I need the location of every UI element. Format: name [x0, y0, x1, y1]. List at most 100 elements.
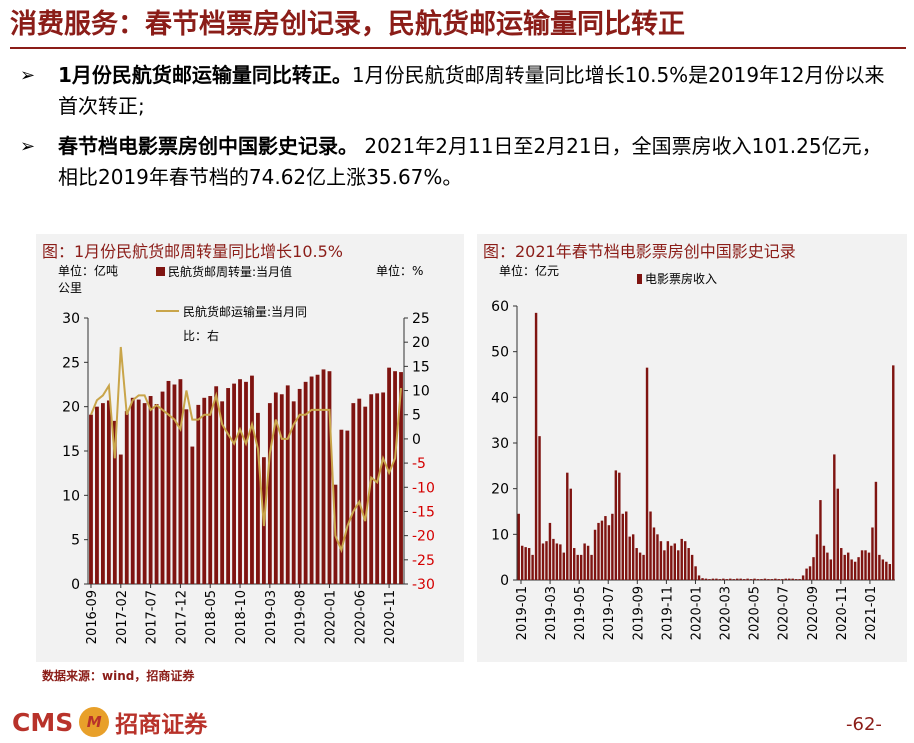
boxoffice-bar: [746, 578, 749, 580]
cargo-bar: [238, 379, 242, 584]
boxoffice-bar: [788, 578, 791, 580]
boxoffice-bar: [517, 513, 520, 580]
boxoffice-bar: [607, 525, 611, 580]
boxoffice-bar: [659, 541, 663, 580]
right-y-tick-label: -15: [412, 504, 435, 520]
boxoffice-bar: [885, 561, 888, 580]
x-tick-label: 2017-02: [115, 590, 130, 644]
right-y-tick-label: -30: [412, 577, 435, 593]
boxoffice-bar: [715, 578, 718, 580]
boxoffice-bar: [527, 548, 531, 580]
boxoffice-bar: [871, 527, 874, 580]
bullet-arrow-icon: ➢: [20, 65, 36, 86]
boxoffice-bar: [767, 579, 770, 580]
boxoffice-bar: [777, 579, 781, 580]
boxoffice-bar: [687, 548, 690, 580]
boxoffice-bar: [666, 541, 670, 580]
boxoffice-bar: [798, 579, 801, 580]
boxoffice-bar: [576, 554, 579, 580]
right-y-tick-label: -10: [412, 480, 435, 496]
cargo-bar: [303, 381, 308, 584]
cargo-bar: [250, 375, 254, 584]
boxoffice-bar: [732, 579, 735, 580]
right-y-tick-label: 10: [412, 384, 430, 400]
cargo-bar: [369, 394, 374, 584]
boxoffice-bar: [652, 527, 656, 580]
x-tick-label: 2017-07: [145, 590, 160, 644]
cargo-bar: [136, 399, 141, 584]
boxoffice-bar: [635, 548, 638, 580]
boxoffice-bar: [763, 578, 767, 580]
cargo-bar: [256, 412, 260, 584]
cargo-bar: [387, 367, 392, 584]
boxoffice-bar: [625, 511, 628, 580]
boxoffice-bar: [680, 538, 683, 580]
x-tick-label: 2019-03: [264, 590, 279, 644]
y-tick-label: 40: [491, 390, 509, 406]
boxoffice-bar: [600, 520, 604, 580]
cargo-bar: [357, 398, 362, 584]
right-y-tick-label: -25: [412, 553, 435, 569]
y-tick-label: 50: [491, 345, 509, 361]
company-logo: CMS M 招商证券: [12, 705, 207, 739]
x-tick-label: 2020-05: [748, 586, 763, 640]
cargo-bar: [279, 394, 284, 584]
boxoffice-bar: [555, 543, 559, 580]
boxoffice-bar: [541, 543, 545, 580]
right-y-tick-label: 25: [412, 311, 430, 327]
boxoffice-bar: [756, 579, 760, 580]
right-unit-label: 单位：%: [376, 263, 423, 278]
logo-cms-text: CMS: [12, 707, 74, 737]
y-tick-label: 30: [491, 436, 509, 452]
y-tick-label: 20: [491, 482, 509, 498]
x-tick-label: 2019-08: [294, 590, 309, 644]
legend-bar-swatch: [637, 274, 642, 284]
cargo-bar: [315, 374, 320, 584]
cargo-bar: [208, 396, 213, 584]
cargo-bar: [202, 397, 207, 584]
x-tick-label: 2020-11: [835, 586, 850, 640]
boxoffice-bar: [531, 554, 534, 580]
left-unit-label-cont: 公里: [58, 281, 82, 295]
boxoffice-bar: [524, 547, 527, 580]
logo-company-name: 招商证券: [115, 712, 208, 738]
boxoffice-bar: [656, 534, 659, 580]
legend-line-label-cont: 比：右: [183, 328, 219, 343]
boxoffice-bar: [829, 559, 833, 580]
boxoffice-bar: [704, 578, 708, 580]
boxoffice-bar: [645, 367, 649, 580]
boxoffice-bar: [760, 579, 763, 580]
x-tick-label: 2019-11: [660, 586, 675, 640]
legend-bar-label: 电影票房收入: [645, 271, 717, 286]
boxoffice-bar: [552, 538, 555, 580]
boxoffice-bar: [711, 578, 715, 580]
boxoffice-bar: [742, 579, 746, 580]
boxoffice-bar: [559, 544, 562, 580]
boxoffice-bar: [611, 513, 614, 580]
boxoffice-bar: [881, 559, 885, 580]
boxoffice-bar: [642, 554, 645, 580]
boxoffice-bar: [808, 566, 812, 580]
boxoffice-bar: [888, 564, 892, 580]
boxoffice-bar: [538, 436, 541, 580]
logo-badge-icon: M: [79, 707, 110, 737]
boxoffice-bar: [690, 554, 694, 580]
x-tick-label: 2019-05: [573, 586, 588, 640]
cargo-bar: [285, 385, 290, 584]
boxoffice-chart-title: 图：2021年春节档电影票房创中国影史记录: [483, 242, 796, 261]
right-y-tick-label: 15: [412, 359, 430, 375]
boxoffice-bar: [708, 579, 711, 580]
cargo-bar: [351, 403, 356, 584]
left-y-tick-label: 15: [62, 444, 80, 460]
boxoffice-bar: [621, 513, 624, 580]
legend-line-label: 民航货邮运输量:当月同: [183, 304, 307, 319]
boxoffice-bar: [604, 516, 607, 580]
right-y-tick-label: 5: [412, 408, 421, 424]
boxoffice-bar: [562, 552, 566, 580]
boxoffice-bar: [590, 554, 593, 580]
x-tick-label: 2018-05: [204, 590, 219, 644]
boxoffice-bar: [718, 579, 722, 580]
page-title: 消费服务：春节档票房创记录，民航货邮运输量同比转正: [10, 9, 685, 40]
bullet-cargo: ➢ 1月份民航货邮运输量同比转正。1月份民航货邮周转量同比增长10.5%是201…: [20, 60, 890, 122]
boxoffice-bar: [566, 472, 569, 580]
